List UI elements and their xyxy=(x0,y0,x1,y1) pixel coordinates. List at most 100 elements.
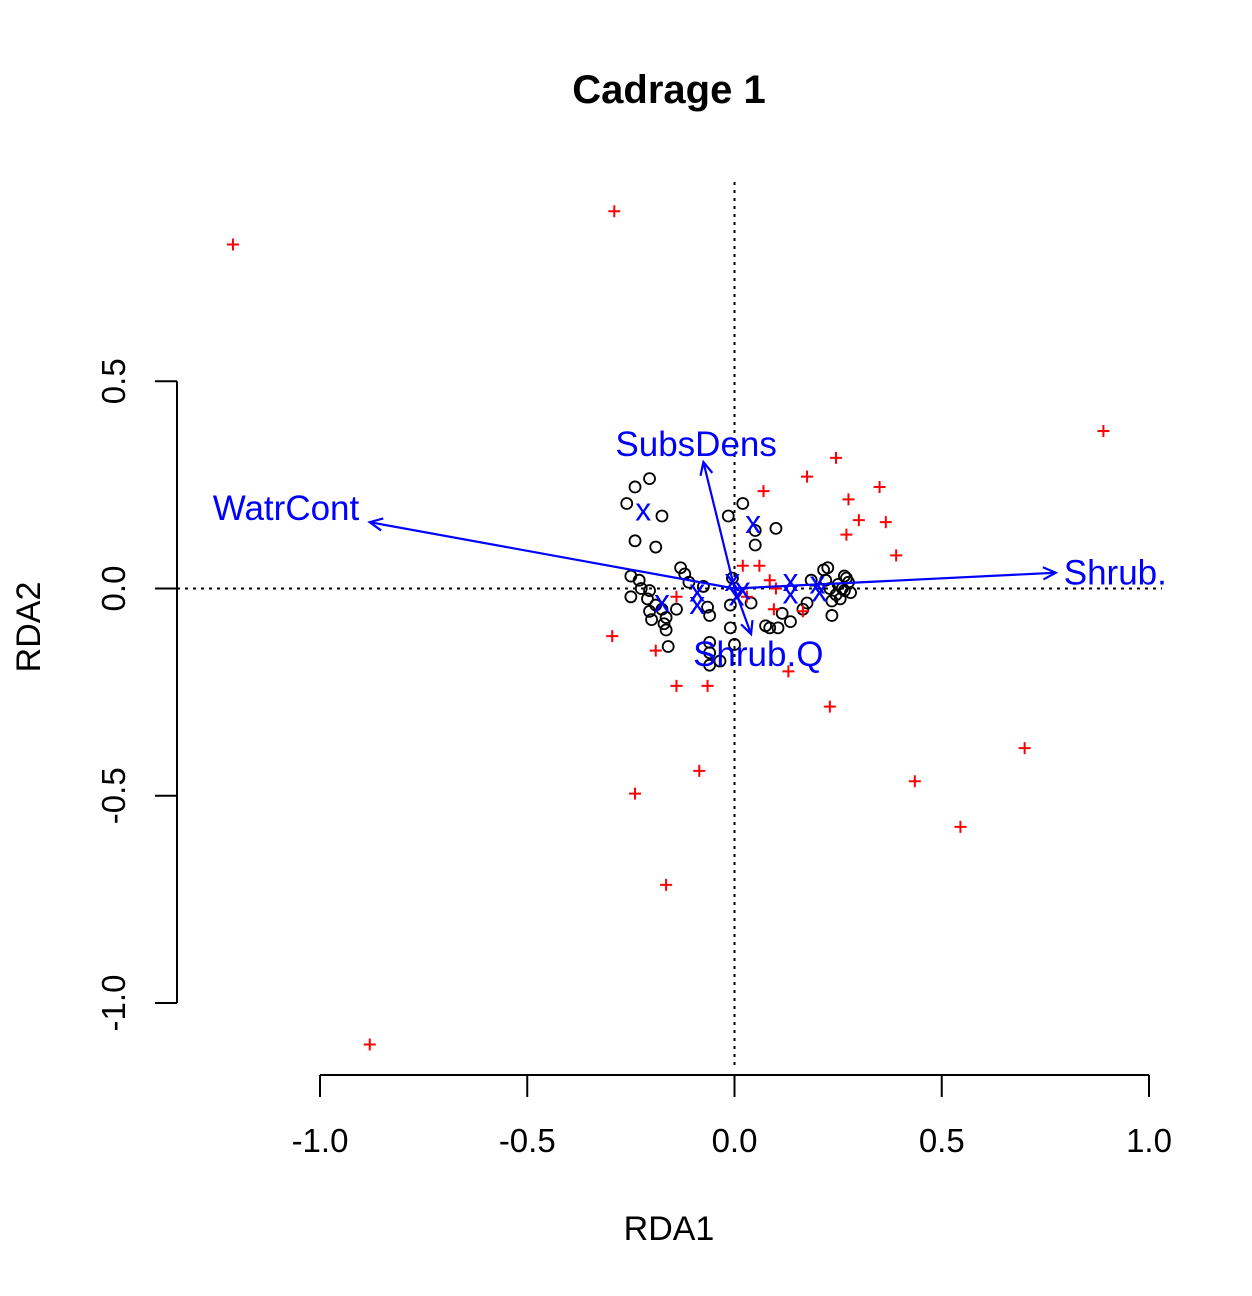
site-point xyxy=(784,615,797,629)
site-point xyxy=(701,600,714,614)
species-point xyxy=(660,878,673,891)
species-point xyxy=(606,630,619,643)
site-point xyxy=(771,621,785,635)
x-tick-label: -0.5 xyxy=(499,1122,556,1159)
centroid-label: x xyxy=(654,583,670,619)
site-point xyxy=(620,497,634,510)
site-point xyxy=(748,538,762,552)
y-axis-label: RDA2 xyxy=(10,582,48,673)
species-point xyxy=(767,603,780,616)
site-point xyxy=(628,480,642,494)
centroid-label: x xyxy=(782,575,798,611)
site-point xyxy=(763,621,777,635)
site-point xyxy=(634,582,648,595)
chart-title: Cadrage 1 xyxy=(572,68,765,112)
species-point xyxy=(670,679,683,692)
x-axis-label: RDA1 xyxy=(624,1210,715,1248)
site-point xyxy=(655,509,669,523)
species-point xyxy=(830,451,843,464)
site-point xyxy=(697,580,710,593)
species-point xyxy=(649,644,662,657)
site-point xyxy=(800,596,814,610)
site-point xyxy=(769,521,783,535)
species-point xyxy=(782,665,795,678)
x-tick-label: 0.5 xyxy=(919,1122,965,1159)
environment-label: Shrub. xyxy=(1064,554,1167,593)
species-point xyxy=(954,820,967,833)
axes: -1.0 -0.5 0.0 0.5 1.0 -1.0 -0.5 0.0 0.5 xyxy=(95,358,1172,1159)
site-point xyxy=(723,598,737,612)
x-tick-label: -1.0 xyxy=(292,1122,349,1159)
species-point xyxy=(763,574,776,587)
site-point xyxy=(659,623,673,637)
species-point xyxy=(670,590,683,603)
x-tick-label: 0.0 xyxy=(712,1122,758,1159)
species-point xyxy=(757,485,770,498)
species-point xyxy=(842,493,855,506)
species-point xyxy=(740,590,753,603)
arrow-head xyxy=(367,517,384,532)
site-point xyxy=(659,611,673,624)
site-point xyxy=(645,613,658,626)
species-point xyxy=(801,470,814,483)
site-point xyxy=(643,584,656,597)
species-point xyxy=(769,582,782,595)
arrow-head xyxy=(1042,566,1059,581)
site-point xyxy=(775,606,789,620)
site-point xyxy=(641,592,654,606)
site-point xyxy=(628,534,642,548)
site-point xyxy=(721,509,735,523)
species-point xyxy=(879,516,892,529)
species-point xyxy=(363,1038,376,1051)
site-point xyxy=(703,658,717,672)
site-point xyxy=(649,540,663,554)
site-point xyxy=(632,573,646,587)
centroid-label: x xyxy=(689,573,705,609)
species-point xyxy=(693,764,706,777)
site-point xyxy=(723,621,737,635)
site-point xyxy=(837,569,851,583)
site-point xyxy=(657,617,671,631)
environment-arrow xyxy=(733,588,753,635)
site-point xyxy=(748,524,762,537)
site-point xyxy=(819,573,833,587)
environment-arrow xyxy=(369,521,735,590)
site-point xyxy=(703,609,717,622)
centroid-label: x xyxy=(809,564,825,600)
x-tick-label: 1.0 xyxy=(1126,1122,1172,1159)
site-point xyxy=(643,604,656,618)
environment-label: SubsDens xyxy=(615,425,776,464)
environment-arrow xyxy=(702,461,736,589)
species-point xyxy=(608,205,621,218)
y-tick-label: -0.5 xyxy=(95,767,132,824)
environment-label: WatrCont xyxy=(213,489,360,528)
species-point xyxy=(753,559,766,572)
site-point xyxy=(670,602,683,616)
species-point xyxy=(852,514,865,527)
arrow-head xyxy=(699,459,714,477)
centroid-label: x xyxy=(782,562,798,598)
centroid-label: x xyxy=(811,573,827,609)
species-point xyxy=(890,549,903,562)
species-point xyxy=(736,559,749,572)
centroid-label: x xyxy=(745,504,761,540)
species-point xyxy=(629,787,642,800)
centroid-label: x xyxy=(689,585,705,621)
species-points xyxy=(226,205,1110,1051)
environment-arrows: WatrCont SubsDens Shrub. Shrub.Q xyxy=(213,425,1167,674)
species-point xyxy=(796,605,809,618)
species-point xyxy=(226,238,239,251)
site-point xyxy=(728,638,741,651)
y-tick-label: 0.5 xyxy=(95,358,132,404)
site-point xyxy=(825,609,839,622)
species-point xyxy=(1018,742,1031,755)
site-point xyxy=(821,561,835,575)
site-point xyxy=(643,472,656,486)
species-point xyxy=(840,528,853,541)
y-tick-label: -1.0 xyxy=(95,975,132,1032)
site-point xyxy=(703,646,717,660)
species-point xyxy=(873,480,886,493)
environment-arrow xyxy=(734,571,1056,590)
site-point xyxy=(736,497,750,510)
